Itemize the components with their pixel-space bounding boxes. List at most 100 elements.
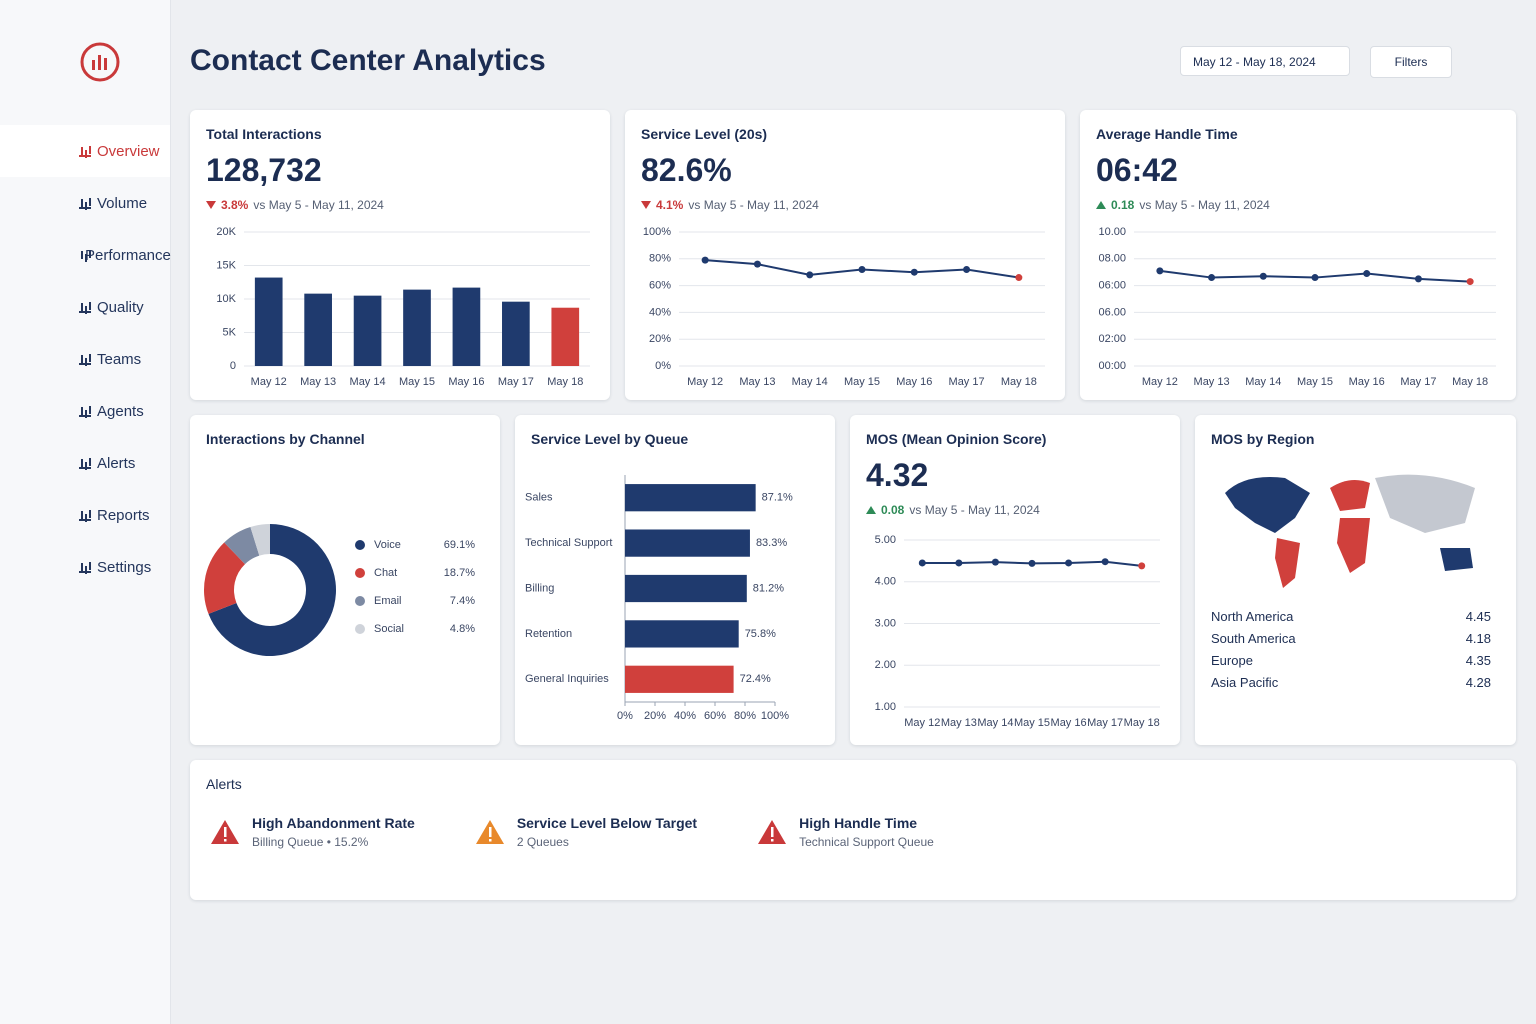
x-tick-label: 80% <box>734 710 756 722</box>
y-tick-label: 10K <box>216 293 236 305</box>
point <box>701 256 709 264</box>
x-tick-label: May 13 <box>941 717 977 729</box>
y-tick-label: 2.00 <box>875 659 896 671</box>
date-range[interactable]: May 12 - May 18, 2024 <box>1180 46 1350 76</box>
legend-swatch <box>355 596 365 606</box>
x-tick-label: May 16 <box>448 376 484 388</box>
chart: 0 5K 10K 15K 20K May 12 May 13 May 14 May 15 May … <box>216 226 590 388</box>
nav-item[interactable]: Quality <box>0 281 170 333</box>
nav-icon <box>79 197 91 209</box>
x-tick-label: May 14 <box>1245 376 1281 388</box>
bar <box>551 307 580 366</box>
x-tick-label: May 16 <box>896 376 932 388</box>
nav-item[interactable]: Settings <box>0 541 170 593</box>
category-label: Sales <box>525 492 553 504</box>
y-tick-label: 0% <box>655 360 671 372</box>
region-score: 4.45 <box>1465 608 1491 624</box>
comparison: vs May 5 - May 11, 2024 <box>688 198 819 212</box>
alert-detail: Technical Support Queue <box>799 835 934 849</box>
y-tick-label: 0 <box>230 360 236 372</box>
y-tick-label: 06:00 <box>1098 280 1126 292</box>
category-label: Retention <box>525 628 572 640</box>
chart: 00:00 02:00 06.00 06:00 08.00 10.00 May 12 May … <box>1098 226 1496 388</box>
card: Service Level by Queue 0% 20% 40% 60% 80% 100… <box>515 415 835 745</box>
nav-icon <box>79 353 91 365</box>
pie-slice <box>224 526 260 565</box>
legend-label: Voice <box>374 539 401 551</box>
x-tick-label: May 16 <box>1349 376 1385 388</box>
nav-item[interactable]: Alerts <box>0 437 170 489</box>
nav-label: Settings <box>97 558 152 576</box>
nav-item[interactable]: Volume <box>0 177 170 229</box>
value-label: 83.3% <box>756 537 787 549</box>
x-tick-label: May 17 <box>949 376 985 388</box>
legend-swatch <box>355 624 365 634</box>
logo <box>80 42 120 82</box>
alert-item[interactable]: High Handle Time Technical Support Queue <box>757 815 934 849</box>
nav-label: Alerts <box>97 454 136 472</box>
nav-item[interactable]: Teams <box>0 333 170 385</box>
delta-arrow <box>866 506 876 514</box>
alert-item[interactable]: High Abandonment Rate Billing Queue • 15.… <box>210 815 415 849</box>
legend-label: Email <box>374 595 402 607</box>
card: Interactions by Channel Voice 69.1% Chat 18… <box>190 415 500 745</box>
nav-icon <box>79 405 91 417</box>
y-tick-label: 80% <box>649 253 671 265</box>
alert-item[interactable]: Service Level Below Target 2 Queues <box>475 815 697 849</box>
y-tick-label: 15K <box>216 259 236 271</box>
y-tick-label: 06.00 <box>1098 306 1126 318</box>
nav-label: Volume <box>97 194 148 212</box>
exclamation-dot <box>488 839 492 842</box>
y-tick-label: 08.00 <box>1098 253 1126 265</box>
region-name: Asia Pacific <box>1211 674 1279 690</box>
alert-icon <box>475 820 504 844</box>
nav-icon <box>79 301 91 313</box>
value-label: 69.1% <box>444 539 475 551</box>
nav-item[interactable]: Agents <box>0 385 170 437</box>
alert-text: High Abandonment Rate Billing Queue • 15.… <box>252 815 415 849</box>
point <box>1363 270 1371 278</box>
nav-item[interactable]: Overview <box>0 125 170 177</box>
x-tick-label: May 15 <box>844 376 880 388</box>
region-score: 4.18 <box>1465 630 1491 646</box>
y-tick-label: 60% <box>649 280 671 292</box>
kpi-value: 06:42 <box>1096 152 1178 188</box>
filters-button[interactable]: Filters <box>1370 46 1452 78</box>
region-row: Asia Pacific 4.28 <box>1211 671 1491 693</box>
y-tick-label: 3.00 <box>875 617 896 629</box>
delta-arrow <box>641 201 651 209</box>
kpi-value: 4.32 <box>866 457 929 493</box>
point <box>1208 274 1216 282</box>
card-title: Service Level (20s) <box>641 126 768 142</box>
region-row: North America 4.45 <box>1211 605 1491 627</box>
x-tick-label: May 17 <box>1087 717 1123 729</box>
point <box>1259 272 1267 280</box>
x-tick-label: May 18 <box>1124 717 1160 729</box>
exclamation <box>771 827 774 837</box>
exclamation <box>224 827 227 837</box>
x-tick-label: May 15 <box>399 376 435 388</box>
x-tick-label: 0% <box>617 710 633 722</box>
category-label: Billing <box>525 582 554 594</box>
region-score: 4.35 <box>1465 652 1491 668</box>
bar <box>625 620 739 648</box>
bar <box>452 287 481 366</box>
point <box>1101 558 1109 566</box>
nav-icon <box>79 561 91 573</box>
delta-value: 0.18 <box>1111 198 1135 212</box>
chart: 0% 20% 40% 60% 80% 100% Sales 87.1% Technical Su… <box>525 475 793 722</box>
nav-item[interactable]: Reports <box>0 489 170 541</box>
nav-item[interactable]: Performance <box>0 229 171 281</box>
bar <box>254 277 283 366</box>
card: MOS by Region North America 4.45 South Ame… <box>1195 415 1516 745</box>
region-name: South America <box>1211 630 1296 646</box>
bar <box>502 301 530 366</box>
delta: 4.1% vs May 5 - May 11, 2024 <box>641 198 819 212</box>
page-title: Contact Center Analytics <box>190 44 546 77</box>
point <box>1156 267 1164 275</box>
delta-arrow <box>1096 201 1106 209</box>
y-tick-label: 5K <box>223 326 237 338</box>
alert-text: Service Level Below Target 2 Queues <box>517 815 697 849</box>
region-name: North America <box>1211 608 1294 624</box>
